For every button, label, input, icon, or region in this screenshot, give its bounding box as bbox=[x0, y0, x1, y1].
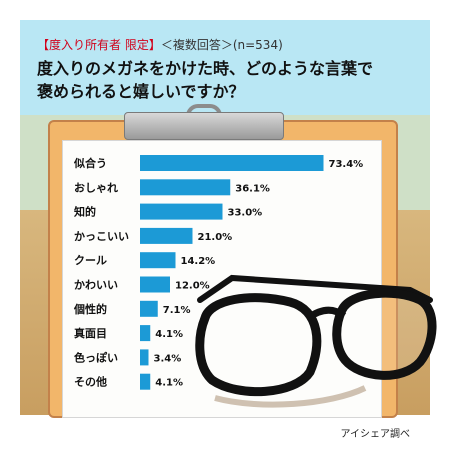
value-label: 7.1% bbox=[163, 305, 191, 316]
category-label: 個性的 bbox=[73, 302, 107, 316]
header-panel bbox=[20, 20, 430, 115]
category-label: 知的 bbox=[73, 205, 96, 219]
eyeglasses-illustration bbox=[195, 274, 437, 408]
bar bbox=[140, 300, 158, 317]
chart-title-line1: 度入りのメガネをかけた時、どのような言葉で bbox=[37, 59, 374, 78]
category-label: かっこいい bbox=[74, 230, 129, 243]
category-label: 似合う bbox=[73, 156, 107, 170]
bar bbox=[140, 227, 193, 244]
category-label: おしゃれ bbox=[74, 181, 118, 194]
category-label: クール bbox=[74, 254, 107, 267]
value-label: 4.1% bbox=[155, 378, 183, 389]
glasses-right-lens bbox=[332, 288, 437, 380]
subtitle-rest: ＜複数回答＞(n=534) bbox=[160, 38, 283, 52]
category-label: かわいい bbox=[74, 279, 118, 292]
category-label: 色っぽい bbox=[74, 350, 118, 364]
bar bbox=[140, 276, 170, 293]
bar bbox=[140, 203, 223, 220]
category-label: 真面目 bbox=[74, 326, 107, 340]
clipboard-clip bbox=[124, 112, 284, 140]
glasses-shadow bbox=[214, 385, 367, 408]
value-label: 33.0% bbox=[228, 208, 263, 219]
value-label: 4.1% bbox=[155, 329, 183, 340]
value-label: 21.0% bbox=[198, 232, 233, 243]
chart-title-line2: 褒められると嬉しいですか？ bbox=[37, 82, 245, 101]
subtitle-bracket: 【度入り所有者 限定】 bbox=[37, 38, 161, 52]
category-label: その他 bbox=[74, 375, 107, 389]
glasses-left-lens bbox=[195, 293, 322, 397]
survey-subtitle: 【度入り所有者 限定】＜複数回答＞(n=534) bbox=[37, 36, 283, 53]
bar bbox=[140, 325, 151, 342]
source-credit: アイシェア調べ bbox=[340, 429, 411, 440]
bar bbox=[140, 349, 149, 366]
value-label: 36.1% bbox=[235, 183, 270, 194]
bar bbox=[140, 252, 176, 269]
value-label: 12.0% bbox=[175, 281, 210, 292]
bar bbox=[140, 155, 324, 171]
value-label: 14.2% bbox=[181, 256, 216, 267]
value-label: 73.4% bbox=[329, 159, 364, 170]
bar bbox=[140, 373, 151, 390]
glasses-temple bbox=[197, 274, 433, 303]
bars-layer: 似合う 73.4% おしゃれ 36.1% 知的 33.0% かっこいい 21.0% クール 14.… bbox=[73, 155, 363, 390]
value-label: 3.4% bbox=[154, 353, 182, 364]
bar bbox=[140, 179, 231, 196]
